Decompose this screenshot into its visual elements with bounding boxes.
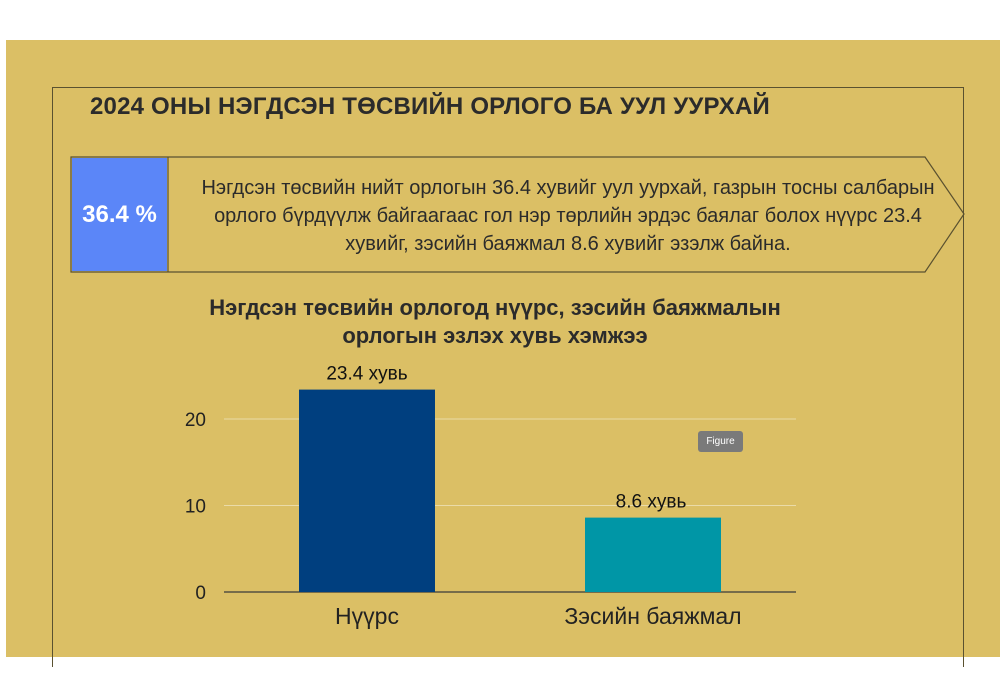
chart-title: Нэгдсэн төсвийн орлогод нүүрс, зэсийн ба… [140,294,850,350]
callout-text: Нэгдсэн төсвийн нийт орлогын 36.4 хувийг… [201,177,935,255]
x-category-label-1: Нүүрс [335,603,399,629]
x-category-label-2: Зэсийн баяжмал [564,603,741,629]
y-tick-label-20: 20 [185,410,206,431]
callout-arrow-shape [70,156,965,273]
chart-title-line-2: орлогын эзлэх хувь хэмжээ [342,323,648,348]
data-label-1: 23.4 хувь [326,364,407,385]
page-title: 2024 ОНЫ НЭГДСЭН ТӨСВИЙН ОРЛОГО БА УУЛ У… [90,93,770,120]
chart-title-line-1: Нэгдсэн төсвийн орлогод нүүрс, зэсийн ба… [209,295,781,320]
bar-2 [585,517,721,592]
percent-badge: 36.4 % [72,158,167,271]
data-label-2: 8.6 хувь [616,492,687,513]
content-frame [52,87,964,667]
background-panel [6,40,1000,657]
bar-1 [299,389,435,592]
summary-callout: 36.4 % Нэгдсэн төсвийн нийт орлогын 36.4… [70,156,966,274]
y-tick-label-0: 0 [195,583,206,604]
figure-tag: Figure [698,431,743,452]
y-tick-label-10: 10 [185,497,206,518]
